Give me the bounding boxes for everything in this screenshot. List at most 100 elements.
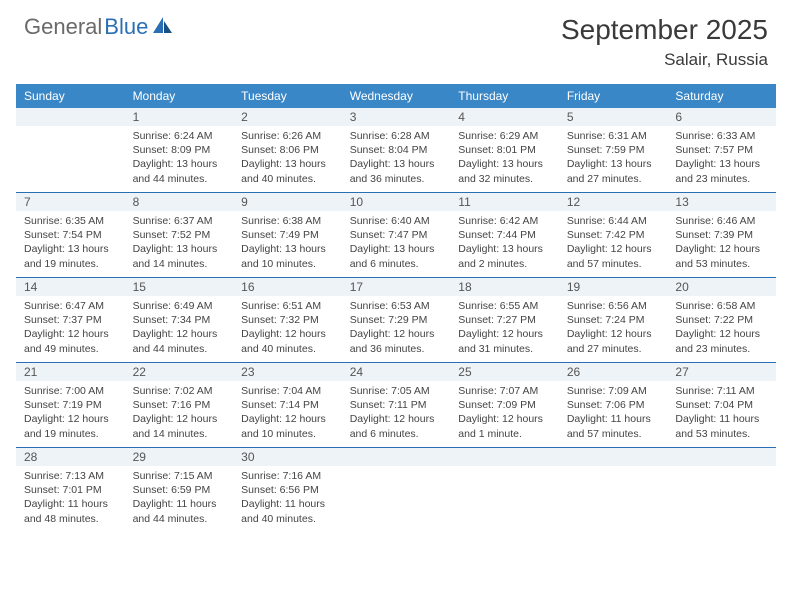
header: General Blue September 2025 Salair, Russ…	[0, 0, 792, 76]
day-cell: Sunrise: 6:56 AMSunset: 7:24 PMDaylight:…	[559, 296, 668, 362]
day-cell: Sunrise: 7:09 AMSunset: 7:06 PMDaylight:…	[559, 381, 668, 447]
day-number: 7	[16, 193, 125, 211]
day-number: 30	[233, 448, 342, 466]
daylight-text: Daylight: 13 hours and 19 minutes.	[24, 242, 117, 270]
day-number: 29	[125, 448, 234, 466]
sunrise-text: Sunrise: 6:31 AM	[567, 129, 660, 143]
sunset-text: Sunset: 7:29 PM	[350, 313, 443, 327]
logo-sail-icon	[152, 16, 174, 39]
sunset-text: Sunset: 8:09 PM	[133, 143, 226, 157]
daynum-row: 14151617181920	[16, 278, 776, 296]
sunset-text: Sunset: 6:59 PM	[133, 483, 226, 497]
day-cell: Sunrise: 6:24 AMSunset: 8:09 PMDaylight:…	[125, 126, 234, 192]
sunrise-text: Sunrise: 6:37 AM	[133, 214, 226, 228]
sunrise-text: Sunrise: 6:42 AM	[458, 214, 551, 228]
day-cell: Sunrise: 6:44 AMSunset: 7:42 PMDaylight:…	[559, 211, 668, 277]
day-header: Saturday	[667, 84, 776, 108]
day-cell: Sunrise: 6:37 AMSunset: 7:52 PMDaylight:…	[125, 211, 234, 277]
day-number: 16	[233, 278, 342, 296]
day-number: 17	[342, 278, 451, 296]
day-number: 24	[342, 363, 451, 381]
calendar-week-wrap: 78910111213Sunrise: 6:35 AMSunset: 7:54 …	[16, 193, 776, 278]
sunset-text: Sunset: 7:19 PM	[24, 398, 117, 412]
day-header: Sunday	[16, 84, 125, 108]
daylight-text: Daylight: 11 hours and 40 minutes.	[241, 497, 334, 525]
sunrise-text: Sunrise: 7:16 AM	[241, 469, 334, 483]
daylight-text: Daylight: 12 hours and 40 minutes.	[241, 327, 334, 355]
daylight-text: Daylight: 12 hours and 57 minutes.	[567, 242, 660, 270]
day-cell: Sunrise: 6:38 AMSunset: 7:49 PMDaylight:…	[233, 211, 342, 277]
day-cell: Sunrise: 6:33 AMSunset: 7:57 PMDaylight:…	[667, 126, 776, 192]
day-cell: Sunrise: 6:35 AMSunset: 7:54 PMDaylight:…	[16, 211, 125, 277]
data-row: Sunrise: 6:24 AMSunset: 8:09 PMDaylight:…	[16, 126, 776, 192]
day-cell: Sunrise: 7:00 AMSunset: 7:19 PMDaylight:…	[16, 381, 125, 447]
data-row: Sunrise: 6:35 AMSunset: 7:54 PMDaylight:…	[16, 211, 776, 277]
day-number: 20	[667, 278, 776, 296]
sunrise-text: Sunrise: 6:35 AM	[24, 214, 117, 228]
calendar: Sunday Monday Tuesday Wednesday Thursday…	[16, 84, 776, 532]
sunset-text: Sunset: 7:11 PM	[350, 398, 443, 412]
day-number: 27	[667, 363, 776, 381]
sunset-text: Sunset: 7:47 PM	[350, 228, 443, 242]
day-number: 3	[342, 108, 451, 126]
daylight-text: Daylight: 12 hours and 10 minutes.	[241, 412, 334, 440]
sunset-text: Sunset: 7:16 PM	[133, 398, 226, 412]
day-cell: Sunrise: 6:53 AMSunset: 7:29 PMDaylight:…	[342, 296, 451, 362]
sunset-text: Sunset: 7:37 PM	[24, 313, 117, 327]
sunrise-text: Sunrise: 6:58 AM	[675, 299, 768, 313]
day-cell: Sunrise: 7:04 AMSunset: 7:14 PMDaylight:…	[233, 381, 342, 447]
daylight-text: Daylight: 13 hours and 32 minutes.	[458, 157, 551, 185]
daynum-row: 78910111213	[16, 193, 776, 211]
sunrise-text: Sunrise: 6:44 AM	[567, 214, 660, 228]
sunrise-text: Sunrise: 6:46 AM	[675, 214, 768, 228]
data-row: Sunrise: 7:00 AMSunset: 7:19 PMDaylight:…	[16, 381, 776, 447]
sunrise-text: Sunrise: 6:53 AM	[350, 299, 443, 313]
sunrise-text: Sunrise: 6:51 AM	[241, 299, 334, 313]
daylight-text: Daylight: 13 hours and 27 minutes.	[567, 157, 660, 185]
sunset-text: Sunset: 7:01 PM	[24, 483, 117, 497]
day-cell	[342, 466, 451, 532]
daylight-text: Daylight: 12 hours and 1 minute.	[458, 412, 551, 440]
sunrise-text: Sunrise: 7:07 AM	[458, 384, 551, 398]
daylight-text: Daylight: 12 hours and 19 minutes.	[24, 412, 117, 440]
data-row: Sunrise: 7:13 AMSunset: 7:01 PM Daylight:…	[16, 466, 776, 532]
sunset-text: Sunset: 6:56 PM	[241, 483, 334, 497]
sunrise-text: Sunrise: 7:00 AM	[24, 384, 117, 398]
logo-text-general: General	[24, 14, 102, 40]
sunrise-text: Sunrise: 7:13 AM	[24, 469, 117, 483]
daynum-row: 21222324252627	[16, 363, 776, 381]
day-cell: Sunrise: 6:31 AMSunset: 7:59 PMDaylight:…	[559, 126, 668, 192]
sunset-text: Sunset: 7:34 PM	[133, 313, 226, 327]
sunrise-text: Sunrise: 6:33 AM	[675, 129, 768, 143]
sunrise-text: Sunrise: 6:28 AM	[350, 129, 443, 143]
sunrise-text: Sunrise: 6:40 AM	[350, 214, 443, 228]
day-header: Tuesday	[233, 84, 342, 108]
sunrise-text: Sunrise: 6:24 AM	[133, 129, 226, 143]
day-number: 4	[450, 108, 559, 126]
daylight-text: Daylight: 13 hours and 44 minutes.	[133, 157, 226, 185]
sunset-text: Sunset: 8:01 PM	[458, 143, 551, 157]
sunset-text: Sunset: 8:06 PM	[241, 143, 334, 157]
day-number: 1	[125, 108, 234, 126]
day-cell: Sunrise: 6:29 AMSunset: 8:01 PMDaylight:…	[450, 126, 559, 192]
daylight-text: Daylight: 13 hours and 10 minutes.	[241, 242, 334, 270]
day-cell: Sunrise: 6:51 AMSunset: 7:32 PMDaylight:…	[233, 296, 342, 362]
sunrise-text: Sunrise: 6:56 AM	[567, 299, 660, 313]
logo-text-blue: Blue	[104, 14, 148, 40]
day-cell: Sunrise: 6:46 AMSunset: 7:39 PMDaylight:…	[667, 211, 776, 277]
sunset-text: Sunset: 7:49 PM	[241, 228, 334, 242]
day-header: Wednesday	[342, 84, 451, 108]
day-cell: Sunrise: 7:11 AMSunset: 7:04 PMDaylight:…	[667, 381, 776, 447]
daynum-row: 123456	[16, 108, 776, 126]
day-number: 10	[342, 193, 451, 211]
day-number: 15	[125, 278, 234, 296]
daylight-text: Daylight: 13 hours and 2 minutes.	[458, 242, 551, 270]
sunrise-text: Sunrise: 7:04 AM	[241, 384, 334, 398]
calendar-week-wrap: 21222324252627Sunrise: 7:00 AMSunset: 7:…	[16, 363, 776, 448]
day-cell: Sunrise: 7:07 AMSunset: 7:09 PMDaylight:…	[450, 381, 559, 447]
day-number	[559, 448, 668, 466]
day-cell	[16, 126, 125, 192]
sunset-text: Sunset: 7:52 PM	[133, 228, 226, 242]
day-number: 28	[16, 448, 125, 466]
sunset-text: Sunset: 7:42 PM	[567, 228, 660, 242]
